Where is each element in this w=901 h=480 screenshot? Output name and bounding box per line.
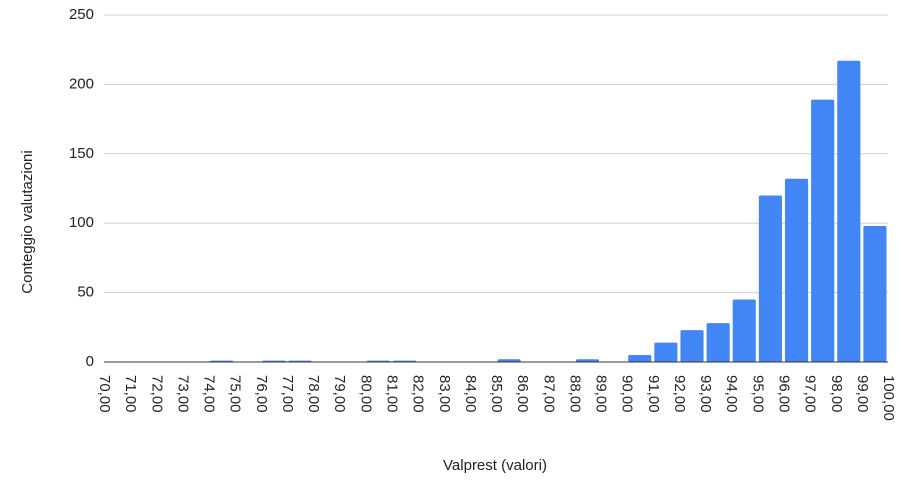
x-tick-label: 93,00 xyxy=(697,375,714,413)
x-tick-label: 96,00 xyxy=(775,375,792,413)
x-tick-label: 89,00 xyxy=(593,375,610,413)
x-tick-label: 75,00 xyxy=(227,375,244,413)
x-tick-label: 72,00 xyxy=(148,375,165,413)
bar xyxy=(732,299,756,362)
y-tick-label: 150 xyxy=(69,145,94,162)
bar xyxy=(654,342,678,362)
x-tick-label: 82,00 xyxy=(410,375,427,413)
x-axis-title: Valprest (valori) xyxy=(443,457,547,474)
y-tick-label: 100 xyxy=(69,214,94,231)
y-tick-label: 0 xyxy=(86,353,94,370)
y-axis-title: Conteggio valutazioni xyxy=(19,150,36,293)
x-tick-label: 86,00 xyxy=(514,375,531,413)
y-tick-label: 200 xyxy=(69,75,94,92)
x-tick-label: 83,00 xyxy=(436,375,453,413)
x-tick-label: 91,00 xyxy=(645,375,662,413)
bar xyxy=(497,359,521,362)
x-tick-label: 97,00 xyxy=(802,375,819,413)
x-tick-label: 79,00 xyxy=(331,375,348,413)
x-tick-label: 98,00 xyxy=(828,375,845,413)
x-tick-label: 94,00 xyxy=(723,375,740,413)
x-tick-label: 78,00 xyxy=(305,375,322,413)
x-tick-label: 90,00 xyxy=(619,375,636,413)
x-tick-label: 74,00 xyxy=(201,375,218,413)
x-tick-label: 84,00 xyxy=(462,375,479,413)
x-tick-label: 71,00 xyxy=(122,375,139,413)
x-tick-label: 76,00 xyxy=(253,375,270,413)
x-tick-label: 73,00 xyxy=(174,375,191,413)
x-tick-label: 92,00 xyxy=(671,375,688,413)
bar xyxy=(706,323,730,362)
x-tick-label: 81,00 xyxy=(383,375,400,413)
x-tick-label: 77,00 xyxy=(279,375,296,413)
bar xyxy=(837,60,861,362)
bar xyxy=(758,195,782,362)
x-tick-label: 87,00 xyxy=(540,375,557,413)
x-tick-label: 85,00 xyxy=(488,375,505,413)
x-tick-label: 70,00 xyxy=(96,375,113,413)
bar xyxy=(863,225,887,362)
x-tick-label: 95,00 xyxy=(749,375,766,413)
x-tick-label: 99,00 xyxy=(854,375,871,413)
bar xyxy=(784,178,809,362)
x-tick-label: 100,00 xyxy=(880,375,897,421)
y-tick-label: 50 xyxy=(77,284,94,301)
bar xyxy=(680,330,704,362)
bar xyxy=(575,359,600,362)
bar xyxy=(811,99,835,362)
y-tick-label: 250 xyxy=(69,6,94,23)
bar xyxy=(628,355,652,362)
x-tick-label: 80,00 xyxy=(357,375,374,413)
x-tick-label: 88,00 xyxy=(566,375,583,413)
